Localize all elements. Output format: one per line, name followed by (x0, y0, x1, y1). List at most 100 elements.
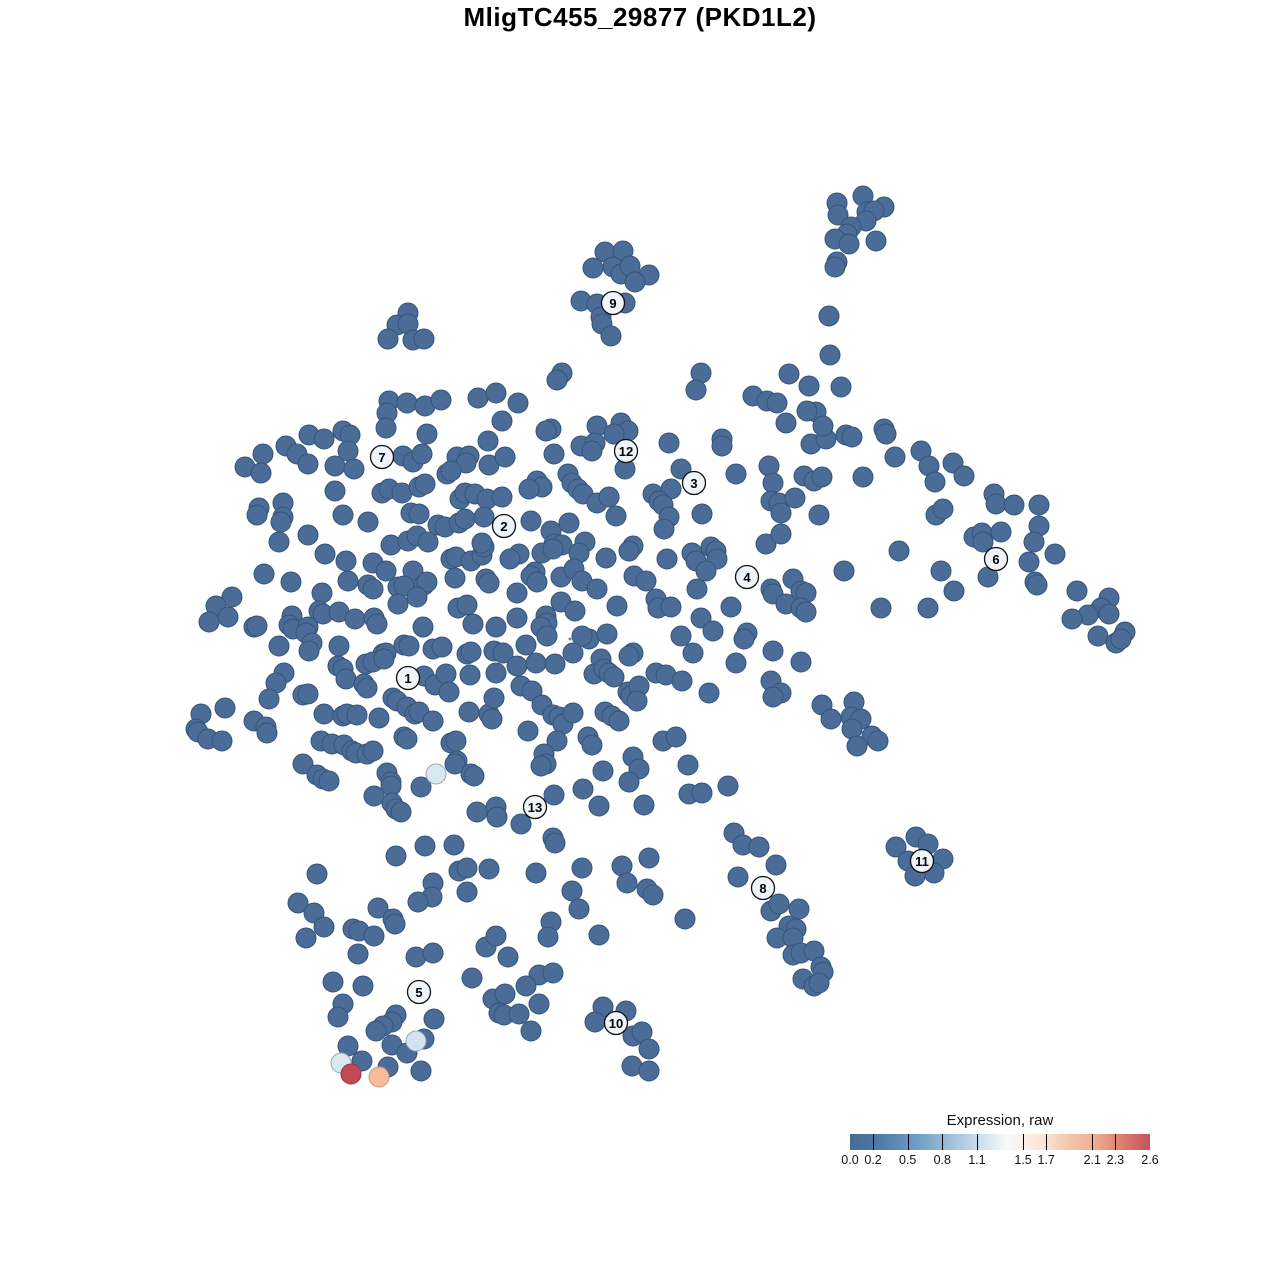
data-point (795, 601, 817, 623)
data-point (347, 943, 369, 965)
data-point (867, 730, 889, 752)
data-point (748, 836, 770, 858)
data-point (677, 754, 699, 776)
data-point (1061, 608, 1083, 630)
data-point (270, 511, 292, 533)
data-point (572, 778, 594, 800)
data-point (670, 625, 692, 647)
data-point (695, 560, 717, 582)
data-point (725, 463, 747, 485)
data-point (762, 640, 784, 662)
data-point (463, 765, 485, 787)
expression-legend: Expression, raw 0.0 0.2 0.5 0.8 1.1 1.5 1.7 2.1… (841, 1112, 1158, 1169)
legend-tick (1092, 1134, 1094, 1150)
data-point (313, 916, 335, 938)
data-point (1110, 628, 1132, 650)
data-point (491, 486, 513, 508)
data-point (311, 582, 333, 604)
data-point (335, 550, 357, 572)
data-point (431, 636, 453, 658)
data-point (368, 707, 390, 729)
data-point (478, 572, 500, 594)
data-point (384, 913, 406, 935)
data-point (1026, 574, 1048, 596)
data-point (337, 570, 359, 592)
data-point (595, 547, 617, 569)
cluster-label-7 (369, 444, 395, 470)
cluster-label-text-6: 6 (992, 552, 999, 567)
data-point (852, 466, 874, 488)
cluster-label-11 (909, 848, 935, 874)
data-point (770, 523, 792, 545)
data-point (525, 652, 547, 674)
legend-tick-label: 2.1 (1083, 1153, 1101, 1167)
data-point (335, 668, 357, 690)
data-point (653, 518, 675, 540)
data-point (618, 540, 640, 562)
data-point (297, 683, 319, 705)
data-point (396, 728, 418, 750)
data-point (546, 369, 568, 391)
cluster-label-text-2: 2 (500, 519, 507, 534)
data-point (411, 443, 433, 465)
data-point (571, 857, 593, 879)
data-point (256, 722, 278, 744)
data-point (253, 563, 275, 585)
data-point (682, 642, 704, 664)
data-point (606, 595, 628, 617)
data-point (588, 924, 610, 946)
data-point (770, 502, 792, 524)
data-point (755, 533, 777, 555)
data-point (811, 466, 833, 488)
data-point (343, 458, 365, 480)
data-point (762, 686, 784, 708)
data-point (953, 465, 975, 487)
data-point (467, 387, 489, 409)
data-point (366, 613, 388, 635)
data-point (485, 382, 507, 404)
data-point (407, 891, 429, 913)
data-point (618, 645, 640, 667)
data-point (725, 652, 747, 674)
data-point (491, 410, 513, 432)
legend-tick-label: 1.5 (1014, 1153, 1032, 1167)
data-point (221, 586, 243, 608)
data-point (375, 417, 397, 439)
data-point (367, 897, 389, 919)
data-point (530, 755, 552, 777)
data-point (562, 702, 584, 724)
data-point (445, 730, 467, 752)
data-point (377, 328, 399, 350)
data-point (515, 975, 537, 997)
cluster-label-12 (613, 438, 639, 464)
data-point (790, 651, 812, 673)
legend-tick (873, 1134, 875, 1150)
data-point (605, 505, 627, 527)
data-point (297, 524, 319, 546)
data-point (778, 363, 800, 385)
data-point-expressing (405, 1030, 427, 1052)
data-point (820, 708, 842, 730)
data-point (543, 784, 565, 806)
data-point (875, 423, 897, 445)
data-point (440, 460, 462, 482)
data-point (691, 503, 713, 525)
data-point (497, 946, 519, 968)
data-point (485, 662, 507, 684)
data-point (298, 640, 320, 662)
legend-tick (942, 1134, 944, 1150)
data-point (536, 625, 558, 647)
legend-tick (1046, 1134, 1048, 1150)
cluster-label-9 (600, 290, 626, 316)
data-point (598, 486, 620, 508)
data-point (717, 775, 739, 797)
data-point (543, 443, 565, 465)
data-point (870, 597, 892, 619)
tiny-data-point (568, 637, 572, 641)
data-point (357, 511, 379, 533)
data-point (827, 204, 849, 226)
data-point (985, 493, 1007, 515)
data-point (635, 570, 657, 592)
data-point (588, 795, 610, 817)
data-point (337, 440, 359, 462)
